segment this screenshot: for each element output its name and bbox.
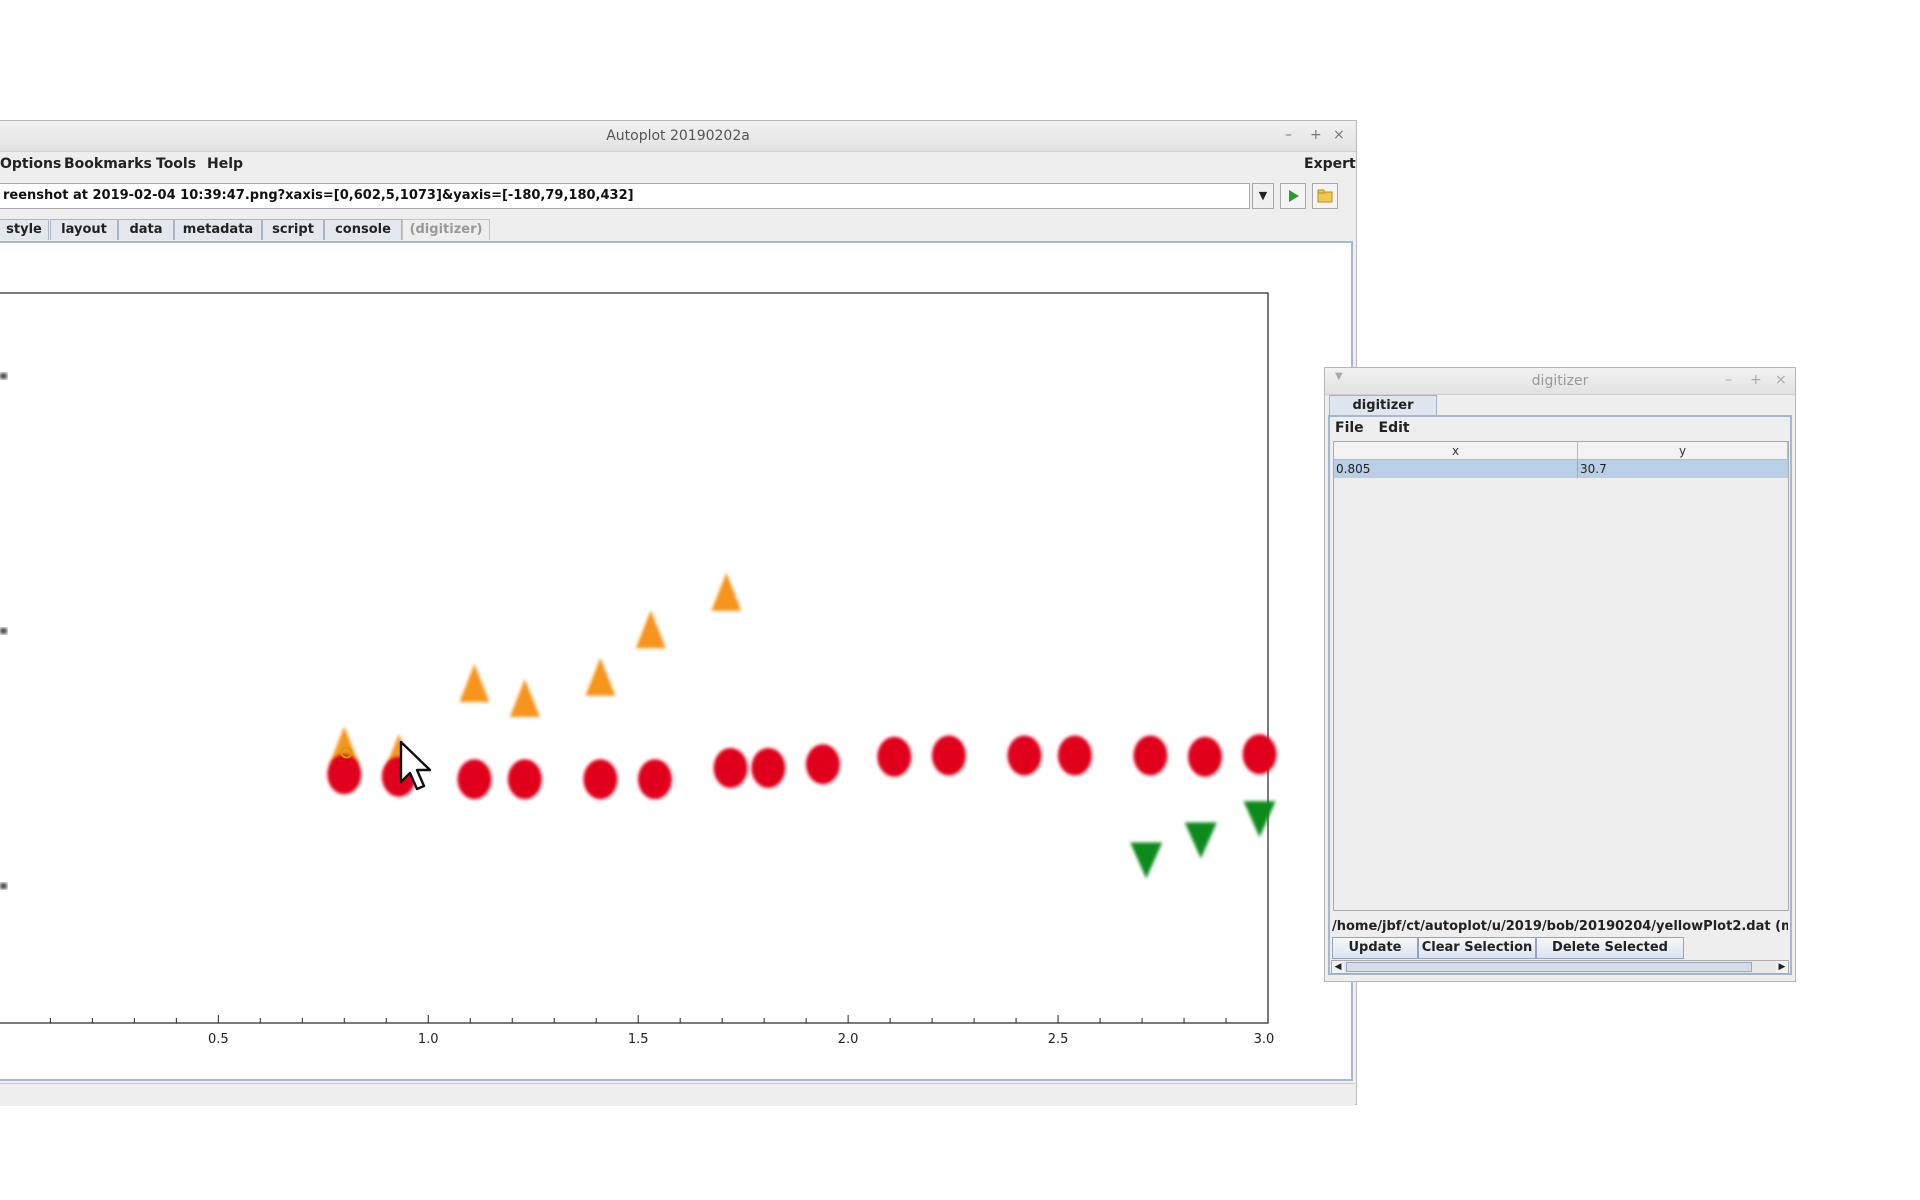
selected-point-marker	[340, 746, 353, 759]
scrollbar-thumb[interactable]	[1346, 962, 1752, 972]
table-row[interactable]: 0.805 30.7	[1334, 460, 1788, 478]
red-circle	[1007, 735, 1042, 776]
horizontal-scrollbar[interactable]: ◀ ▶	[1331, 960, 1789, 974]
x-tick-label: 1.0	[418, 1032, 439, 1047]
red-circle	[751, 748, 786, 788]
window-title: Autoplot 20190202a	[606, 128, 750, 144]
browse-button[interactable]	[1312, 183, 1338, 209]
plot-frame	[0, 292, 1269, 1024]
minimize-icon[interactable]: –	[1725, 372, 1732, 388]
digitizer-menubar: File Edit	[1335, 420, 1410, 436]
window-menu-icon[interactable]: ▼	[1335, 371, 1343, 382]
green-triangle	[1243, 801, 1276, 838]
minimize-icon[interactable]: –	[1285, 127, 1292, 143]
update-button[interactable]: Update	[1332, 937, 1418, 959]
x-tick-label: 2.5	[1048, 1032, 1069, 1047]
close-icon[interactable]: ×	[1333, 127, 1345, 143]
tab-digitizer[interactable]: (digitizer)	[402, 219, 490, 240]
file-path-label: /home/jbf/ct/autoplot/u/2019/bob/2019020…	[1332, 919, 1788, 934]
url-row: reenshot at 2019-02-04 10:39:47.png?xaxi…	[0, 183, 1356, 211]
red-circle	[1188, 736, 1223, 777]
maximize-icon[interactable]: +	[1310, 127, 1322, 143]
menu-file[interactable]: File	[1335, 420, 1364, 436]
delete-selected-button[interactable]: Delete Selected	[1536, 937, 1684, 959]
x-tick-label: 2.0	[838, 1032, 859, 1047]
x-tick-label: 3.0	[1254, 1032, 1275, 1047]
menu-tools[interactable]: Tools	[156, 156, 197, 172]
points-table[interactable]: x y 0.805 30.7	[1333, 441, 1789, 911]
red-circle	[637, 759, 672, 800]
clear-selection-button[interactable]: Clear Selection	[1418, 937, 1536, 959]
y-edge-mark	[0, 373, 7, 379]
red-circle	[931, 735, 966, 776]
scroll-right-icon[interactable]: ▶	[1776, 961, 1788, 973]
tab-strip: style layout data metadata script consol…	[0, 219, 1356, 241]
expert-menu[interactable]: Expert	[1304, 156, 1356, 172]
red-circle	[1242, 734, 1277, 775]
url-input[interactable]: reenshot at 2019-02-04 10:39:47.png?xaxi…	[0, 183, 1250, 209]
menubar: Options Bookmarks Tools Help Expert	[0, 152, 1356, 176]
digitizer-panel: File Edit x y 0.805 30.7 /home/jbf/ct/au…	[1328, 415, 1792, 975]
orange-triangle	[585, 657, 616, 696]
red-circle	[583, 759, 618, 800]
plot-button[interactable]	[1280, 183, 1306, 209]
status-bar	[0, 1083, 1355, 1106]
red-circle	[327, 754, 362, 795]
tab-metadata[interactable]: metadata	[174, 219, 262, 240]
menu-options[interactable]: Options	[0, 156, 62, 172]
green-triangle	[1184, 822, 1217, 859]
tab-console[interactable]: console	[324, 219, 402, 240]
url-dropdown-button[interactable]: ▼	[1252, 183, 1274, 209]
cell-y[interactable]: 30.7	[1580, 462, 1607, 476]
column-header-y[interactable]: y	[1578, 442, 1788, 460]
mouse-cursor-icon	[399, 740, 432, 791]
red-circle	[507, 759, 542, 800]
menu-edit[interactable]: Edit	[1378, 420, 1410, 436]
tab-digitizer-panel[interactable]: digitizer	[1329, 395, 1437, 416]
red-circle	[877, 736, 912, 777]
plot-canvas[interactable]: 0.5 1.0 1.5 2.0 2.5 3.0	[0, 243, 1350, 1079]
y-edge-mark	[0, 883, 7, 889]
play-icon	[1289, 190, 1299, 202]
red-circle	[713, 748, 748, 788]
orange-triangle	[635, 610, 666, 649]
close-icon[interactable]: ×	[1775, 372, 1787, 388]
y-edge-mark	[0, 628, 7, 634]
red-circle	[1057, 735, 1092, 776]
orange-triangle	[509, 679, 540, 717]
digitizer-title: digitizer	[1531, 373, 1589, 389]
green-triangle	[1130, 842, 1163, 879]
chevron-down-icon: ▼	[1258, 189, 1268, 202]
digitizer-titlebar[interactable]: ▼ digitizer – + ×	[1325, 368, 1795, 395]
x-tick-label: 1.5	[628, 1032, 649, 1047]
canvas-panel[interactable]: 0.5 1.0 1.5 2.0 2.5 3.0	[0, 241, 1353, 1081]
red-circle	[1133, 735, 1168, 776]
tab-script[interactable]: script	[262, 219, 324, 240]
digitizer-window: ▼ digitizer – + × digitizer File Edit x …	[1324, 367, 1796, 982]
main-titlebar[interactable]: Autoplot 20190202a – + ×	[0, 121, 1356, 152]
orange-triangle	[711, 572, 742, 611]
folder-icon	[1317, 189, 1333, 203]
tab-layout[interactable]: layout	[50, 219, 118, 240]
table-header: x y	[1334, 442, 1788, 460]
menu-bookmarks[interactable]: Bookmarks	[64, 156, 152, 172]
red-circle	[457, 759, 492, 800]
scroll-left-icon[interactable]: ◀	[1332, 961, 1344, 973]
tab-style[interactable]: style	[0, 219, 49, 240]
maximize-icon[interactable]: +	[1750, 372, 1762, 388]
red-circle	[805, 744, 840, 785]
menu-help[interactable]: Help	[207, 156, 244, 172]
autoplot-window: Autoplot 20190202a – + × Options Bookmar…	[0, 120, 1357, 1106]
cell-x[interactable]: 0.805	[1334, 460, 1578, 478]
x-tick-label: 0.5	[208, 1032, 229, 1047]
column-header-x[interactable]: x	[1334, 442, 1578, 460]
tab-data[interactable]: data	[118, 219, 174, 240]
orange-triangle	[459, 664, 490, 702]
